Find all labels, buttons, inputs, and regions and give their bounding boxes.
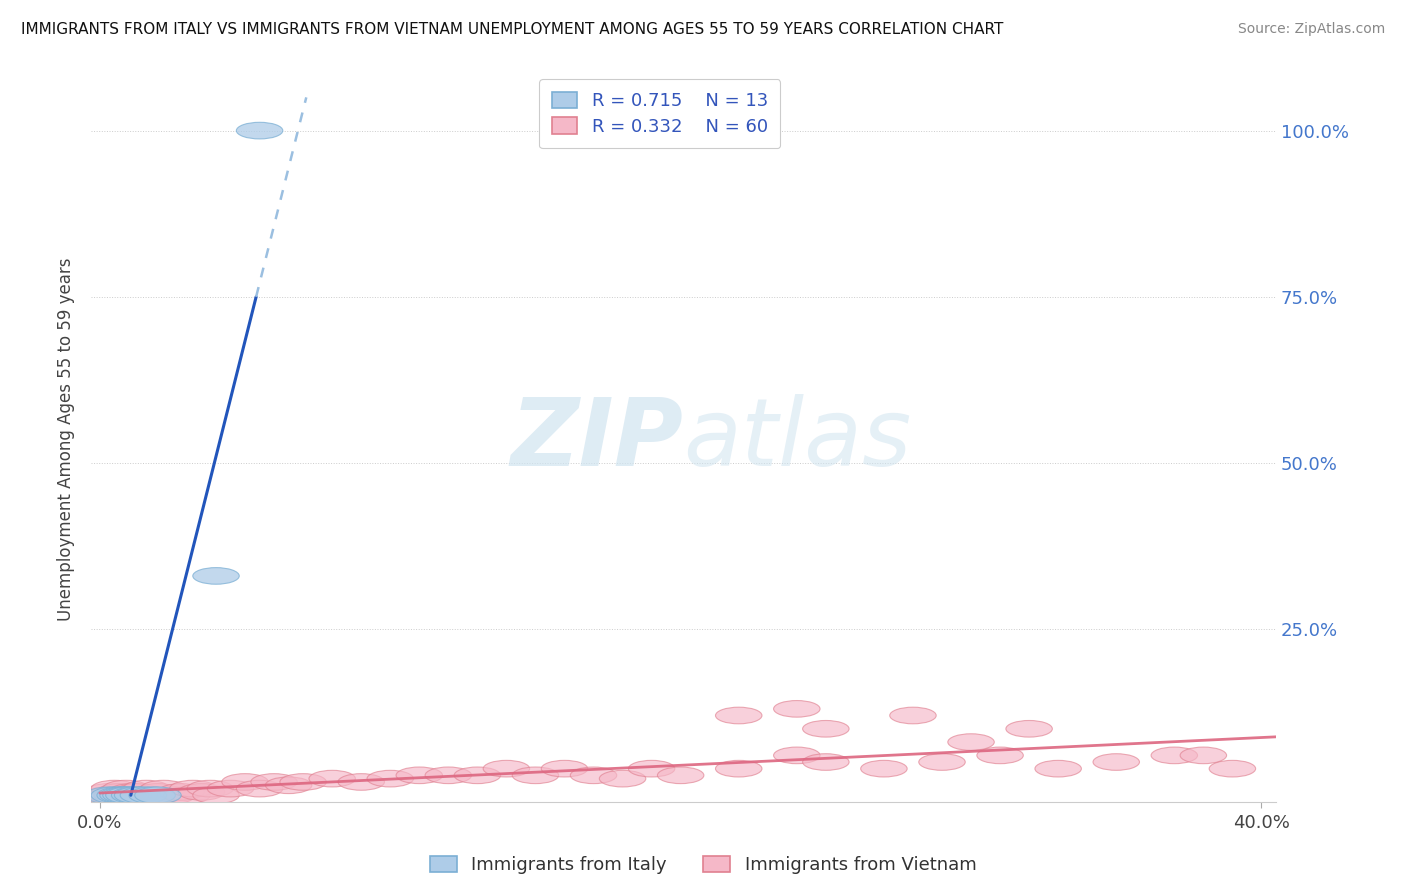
Ellipse shape — [97, 784, 143, 800]
Ellipse shape — [105, 787, 152, 804]
Ellipse shape — [141, 780, 187, 797]
Ellipse shape — [367, 771, 413, 787]
Ellipse shape — [124, 780, 170, 797]
Ellipse shape — [1092, 754, 1139, 771]
Ellipse shape — [1180, 747, 1226, 764]
Ellipse shape — [91, 787, 138, 804]
Ellipse shape — [163, 787, 211, 804]
Ellipse shape — [773, 747, 820, 764]
Ellipse shape — [773, 700, 820, 717]
Ellipse shape — [236, 780, 283, 797]
Text: IMMIGRANTS FROM ITALY VS IMMIGRANTS FROM VIETNAM UNEMPLOYMENT AMONG AGES 55 TO 5: IMMIGRANTS FROM ITALY VS IMMIGRANTS FROM… — [21, 22, 1004, 37]
Ellipse shape — [309, 771, 356, 787]
Text: atlas: atlas — [683, 394, 912, 485]
Ellipse shape — [89, 787, 135, 804]
Y-axis label: Unemployment Among Ages 55 to 59 years: Unemployment Among Ages 55 to 59 years — [58, 258, 75, 622]
Ellipse shape — [658, 767, 704, 784]
Ellipse shape — [977, 747, 1024, 764]
Ellipse shape — [396, 767, 443, 784]
Ellipse shape — [114, 787, 160, 804]
Ellipse shape — [129, 787, 176, 804]
Ellipse shape — [135, 784, 181, 800]
Ellipse shape — [108, 784, 155, 800]
Ellipse shape — [111, 787, 157, 804]
Ellipse shape — [207, 780, 253, 797]
Legend: Immigrants from Italy, Immigrants from Vietnam: Immigrants from Italy, Immigrants from V… — [420, 847, 986, 883]
Ellipse shape — [1152, 747, 1198, 764]
Ellipse shape — [105, 787, 152, 804]
Ellipse shape — [571, 767, 617, 784]
Ellipse shape — [803, 721, 849, 737]
Ellipse shape — [94, 787, 141, 804]
Ellipse shape — [129, 787, 176, 804]
Ellipse shape — [1209, 760, 1256, 777]
Ellipse shape — [266, 777, 312, 794]
Ellipse shape — [541, 760, 588, 777]
Legend: R = 0.715    N = 13, R = 0.332    N = 60: R = 0.715 N = 13, R = 0.332 N = 60 — [540, 79, 780, 148]
Ellipse shape — [135, 787, 181, 804]
Ellipse shape — [512, 767, 558, 784]
Ellipse shape — [86, 787, 132, 804]
Ellipse shape — [425, 767, 471, 784]
Ellipse shape — [454, 767, 501, 784]
Ellipse shape — [120, 787, 167, 804]
Ellipse shape — [114, 784, 160, 800]
Ellipse shape — [193, 787, 239, 804]
Ellipse shape — [337, 773, 384, 790]
Ellipse shape — [236, 122, 283, 139]
Ellipse shape — [599, 771, 645, 787]
Ellipse shape — [860, 760, 907, 777]
Ellipse shape — [250, 773, 297, 790]
Ellipse shape — [716, 707, 762, 723]
Ellipse shape — [948, 734, 994, 750]
Ellipse shape — [97, 787, 143, 804]
Ellipse shape — [193, 567, 239, 584]
Text: Source: ZipAtlas.com: Source: ZipAtlas.com — [1237, 22, 1385, 37]
Ellipse shape — [890, 707, 936, 723]
Ellipse shape — [111, 787, 157, 804]
Ellipse shape — [103, 787, 149, 804]
Ellipse shape — [716, 760, 762, 777]
Ellipse shape — [222, 773, 269, 790]
Ellipse shape — [484, 760, 530, 777]
Ellipse shape — [1005, 721, 1052, 737]
Ellipse shape — [103, 780, 149, 797]
Ellipse shape — [918, 754, 966, 771]
Ellipse shape — [157, 784, 204, 800]
Ellipse shape — [149, 787, 195, 804]
Ellipse shape — [170, 780, 217, 797]
Ellipse shape — [91, 780, 138, 797]
Ellipse shape — [280, 773, 326, 790]
Ellipse shape — [83, 787, 129, 804]
Ellipse shape — [1035, 760, 1081, 777]
Ellipse shape — [86, 784, 132, 800]
Ellipse shape — [100, 787, 146, 804]
Ellipse shape — [179, 784, 225, 800]
Ellipse shape — [100, 787, 146, 804]
Text: ZIP: ZIP — [510, 393, 683, 485]
Ellipse shape — [120, 787, 167, 804]
Ellipse shape — [628, 760, 675, 777]
Ellipse shape — [803, 754, 849, 771]
Ellipse shape — [187, 780, 233, 797]
